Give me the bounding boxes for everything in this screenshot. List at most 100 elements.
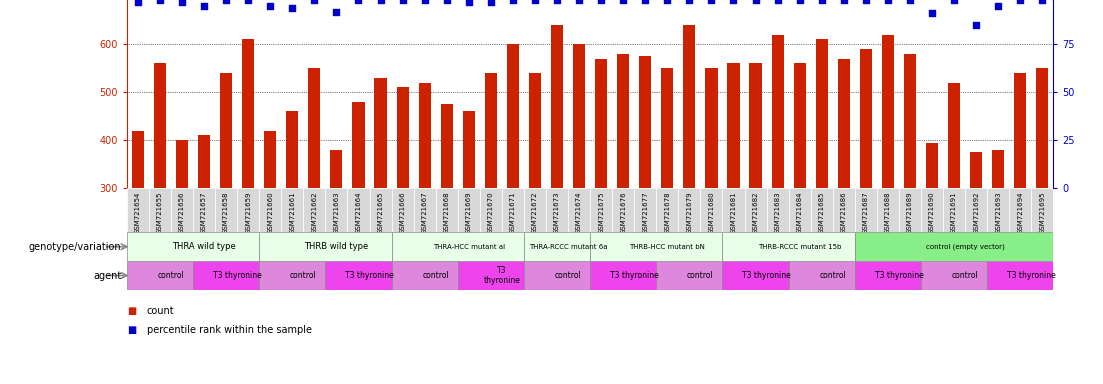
- Bar: [265, 131, 276, 332]
- Bar: [370, 188, 392, 232]
- Text: GSM721668: GSM721668: [443, 192, 450, 234]
- Bar: [347, 188, 370, 232]
- Bar: [392, 188, 414, 232]
- Text: GSM721659: GSM721659: [245, 192, 251, 234]
- Bar: [529, 73, 542, 332]
- Bar: [132, 131, 143, 332]
- Bar: [618, 54, 629, 332]
- Bar: [546, 188, 568, 232]
- Bar: [590, 188, 612, 232]
- Bar: [1031, 188, 1053, 232]
- Point: [306, 0, 323, 3]
- Bar: [683, 25, 696, 332]
- Text: THRA-HCC mutant al: THRA-HCC mutant al: [432, 244, 505, 250]
- Point: [129, 0, 147, 5]
- Bar: [700, 188, 722, 232]
- Point: [372, 0, 389, 3]
- Text: control: control: [555, 271, 581, 280]
- Text: THRB-HCC mutant bN: THRB-HCC mutant bN: [630, 244, 705, 250]
- Bar: [414, 188, 436, 232]
- Bar: [794, 63, 805, 332]
- Bar: [480, 188, 502, 232]
- Point: [526, 0, 544, 3]
- Bar: [199, 136, 210, 332]
- Text: T3 thyronine: T3 thyronine: [875, 271, 923, 280]
- Point: [350, 0, 367, 3]
- Bar: [987, 188, 1009, 232]
- Bar: [303, 188, 325, 232]
- Bar: [463, 111, 474, 332]
- Point: [857, 0, 875, 3]
- Text: GSM721695: GSM721695: [1039, 192, 1046, 234]
- Text: GSM721670: GSM721670: [488, 192, 494, 234]
- Bar: [259, 232, 392, 261]
- Bar: [330, 150, 342, 332]
- Point: [482, 0, 500, 5]
- Text: percentile rank within the sample: percentile rank within the sample: [147, 325, 312, 335]
- Point: [791, 0, 808, 3]
- Bar: [127, 188, 149, 232]
- Bar: [440, 104, 452, 332]
- Point: [592, 0, 610, 3]
- Bar: [502, 188, 524, 232]
- Text: T3 thyronine: T3 thyronine: [213, 271, 261, 280]
- Bar: [524, 232, 590, 261]
- Text: GSM721680: GSM721680: [708, 192, 715, 234]
- Text: control: control: [687, 271, 714, 280]
- Text: genotype/variation: genotype/variation: [29, 242, 121, 252]
- Point: [1034, 0, 1051, 3]
- Bar: [568, 188, 590, 232]
- Point: [1011, 0, 1029, 3]
- Text: GSM721669: GSM721669: [465, 192, 472, 234]
- Text: GSM721660: GSM721660: [267, 192, 274, 234]
- Bar: [855, 261, 921, 290]
- Text: GSM721686: GSM721686: [840, 192, 847, 234]
- Bar: [855, 188, 877, 232]
- Bar: [811, 188, 833, 232]
- Point: [239, 0, 257, 3]
- Text: THRB wild type: THRB wild type: [304, 242, 368, 251]
- Text: control: control: [158, 271, 184, 280]
- Point: [261, 3, 279, 9]
- Point: [570, 0, 588, 3]
- Bar: [281, 188, 303, 232]
- Bar: [596, 58, 608, 332]
- Point: [703, 0, 720, 3]
- Text: GSM721664: GSM721664: [355, 192, 362, 234]
- Bar: [1015, 73, 1026, 332]
- Bar: [1037, 68, 1049, 332]
- Text: GSM721678: GSM721678: [664, 192, 671, 234]
- Bar: [706, 68, 718, 332]
- Text: THRB-RCCC mutant 15b: THRB-RCCC mutant 15b: [758, 244, 842, 250]
- Point: [151, 0, 169, 3]
- Bar: [458, 188, 480, 232]
- Bar: [789, 188, 811, 232]
- Bar: [392, 261, 458, 290]
- Point: [504, 0, 522, 3]
- Bar: [550, 25, 563, 332]
- Bar: [728, 63, 739, 332]
- Bar: [574, 44, 586, 332]
- Bar: [154, 63, 167, 332]
- Text: GSM721655: GSM721655: [157, 192, 163, 234]
- Point: [835, 0, 853, 3]
- Bar: [662, 68, 673, 332]
- Bar: [374, 78, 386, 332]
- Text: GSM721689: GSM721689: [907, 192, 913, 234]
- Text: ■: ■: [127, 306, 136, 316]
- Point: [416, 0, 433, 3]
- Point: [548, 0, 566, 3]
- Bar: [287, 111, 298, 332]
- Bar: [507, 44, 518, 332]
- Bar: [590, 232, 722, 261]
- Bar: [484, 73, 496, 332]
- Bar: [127, 261, 193, 290]
- Text: GSM721691: GSM721691: [951, 192, 957, 234]
- Text: GSM721671: GSM721671: [510, 192, 516, 234]
- Bar: [396, 88, 408, 332]
- Bar: [149, 188, 171, 232]
- Bar: [838, 58, 849, 332]
- Text: GSM721677: GSM721677: [642, 192, 649, 234]
- Text: GSM721661: GSM721661: [289, 192, 296, 234]
- Bar: [325, 188, 347, 232]
